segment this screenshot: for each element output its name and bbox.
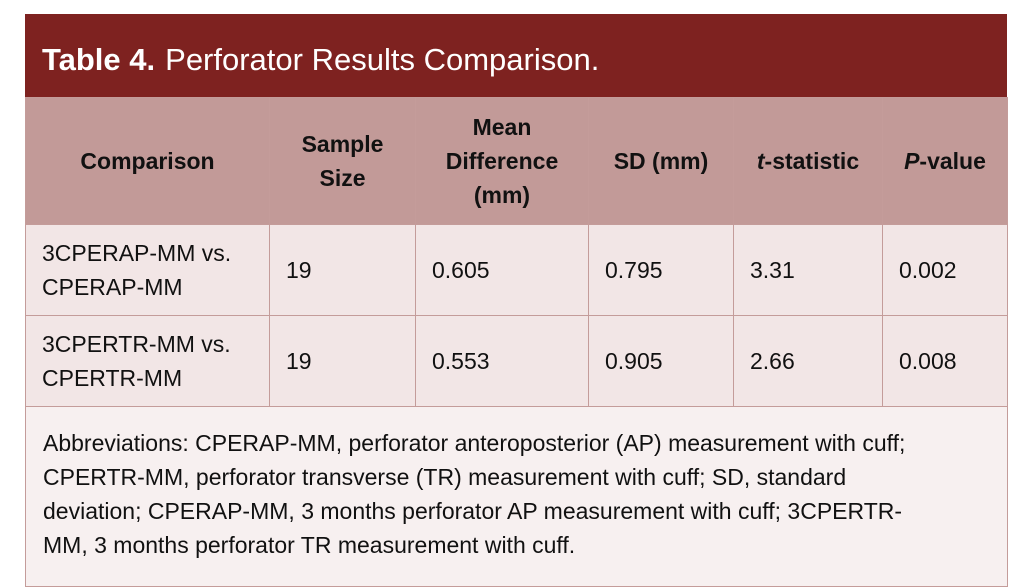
cell-t-statistic: 2.66 bbox=[733, 315, 883, 407]
cell-mean-difference: 0.605 bbox=[415, 224, 589, 316]
cell-sd: 0.905 bbox=[588, 315, 734, 407]
header-comparison: Comparison bbox=[25, 97, 270, 225]
header-sample-size: Sample Size bbox=[269, 97, 416, 225]
cell-sample-size: 19 bbox=[269, 315, 416, 407]
table-row: 3CPERTR-MM vs. CPERTR-MM 19 0.553 0.905 … bbox=[25, 315, 1008, 407]
results-table: Table 4. Perforator Results Comparison. … bbox=[25, 14, 1008, 587]
table-row: 3CPERAP-MM vs. CPERAP-MM 19 0.605 0.795 … bbox=[25, 224, 1008, 316]
table-label: Table 4. bbox=[42, 41, 156, 77]
footnote-row: Abbreviations: CPERAP-MM, perforator ant… bbox=[25, 406, 1008, 587]
cell-p-value: 0.002 bbox=[882, 224, 1008, 316]
cell-comparison: 3CPERTR-MM vs. CPERTR-MM bbox=[25, 315, 270, 407]
table-title: Table 4. Perforator Results Comparison. bbox=[25, 14, 1007, 97]
table-caption: Perforator Results Comparison. bbox=[165, 41, 600, 77]
t-rest: -statistic bbox=[764, 148, 860, 174]
header-row: Comparison Sample Size Mean Difference (… bbox=[25, 97, 1008, 225]
cell-sd: 0.795 bbox=[588, 224, 734, 316]
header-mean-difference-text: Mean Difference (mm) bbox=[445, 114, 559, 208]
cell-sample-size: 19 bbox=[269, 224, 416, 316]
cell-p-value: 0.008 bbox=[882, 315, 1008, 407]
p-italic: P bbox=[904, 148, 920, 174]
cell-mean-difference: 0.553 bbox=[415, 315, 589, 407]
p-rest: -value bbox=[919, 148, 986, 174]
header-sample-size-text: Sample Size bbox=[301, 131, 384, 191]
cell-comparison-text: 3CPERTR-MM vs. CPERTR-MM bbox=[42, 331, 231, 391]
header-mean-difference: Mean Difference (mm) bbox=[415, 97, 589, 225]
header-t-statistic: t-statistic bbox=[733, 97, 883, 225]
t-italic: t bbox=[756, 148, 765, 174]
footnote-text: Abbreviations: CPERAP-MM, perforator ant… bbox=[43, 429, 906, 558]
header-sd: SD (mm) bbox=[588, 97, 734, 225]
cell-comparison-text: 3CPERAP-MM vs. CPERAP-MM bbox=[42, 240, 232, 300]
cell-t-statistic: 3.31 bbox=[733, 224, 883, 316]
header-p-value: P-value bbox=[882, 97, 1008, 225]
footnote: Abbreviations: CPERAP-MM, perforator ant… bbox=[25, 406, 1008, 587]
cell-comparison: 3CPERAP-MM vs. CPERAP-MM bbox=[25, 224, 270, 316]
